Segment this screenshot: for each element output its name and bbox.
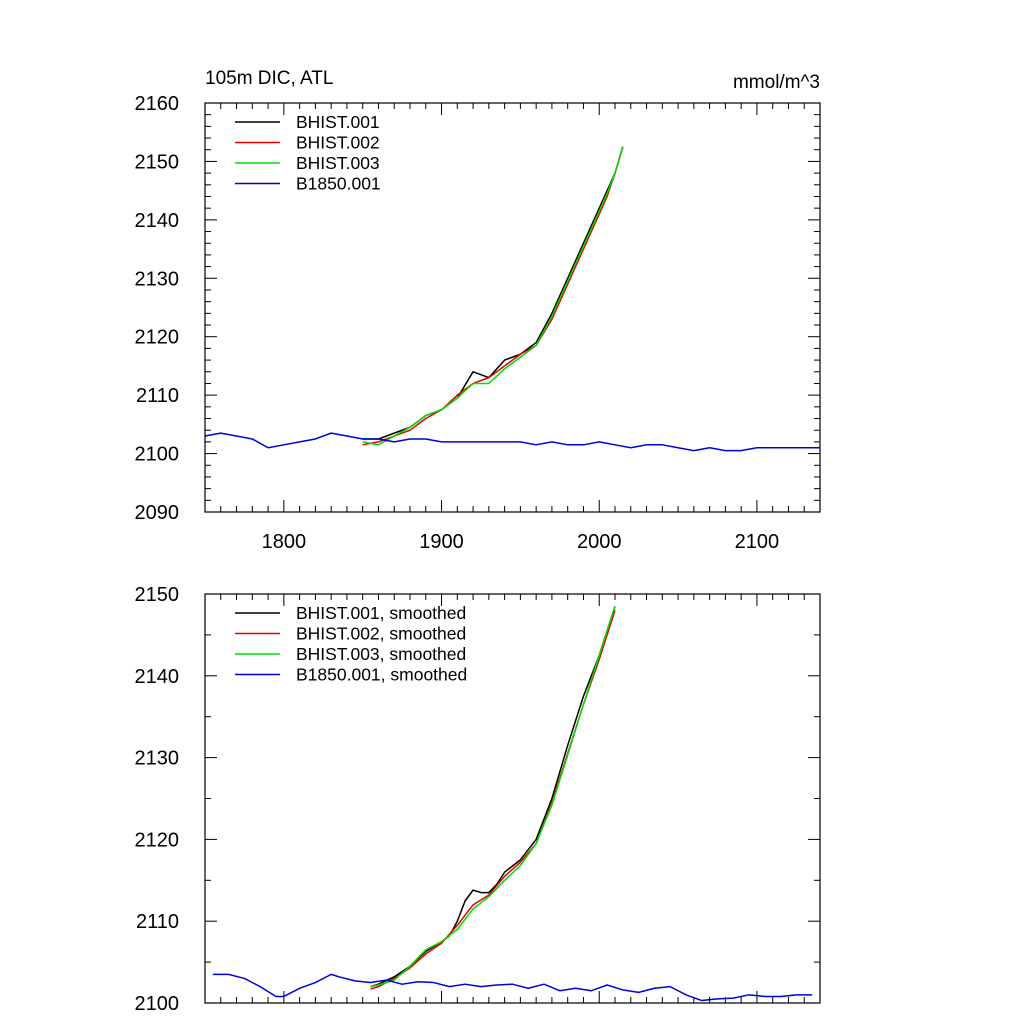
y-tick-label: 2150 <box>135 151 180 173</box>
y-tick-label: 2110 <box>136 911 179 933</box>
legend-label: BHIST.002 <box>296 133 380 153</box>
y-tick-label: 2160 <box>135 93 180 115</box>
legend-label: BHIST.001, smoothed <box>296 603 466 623</box>
y-tick-label: 2100 <box>135 444 180 466</box>
y-tick-label: 2130 <box>135 268 180 290</box>
x-tick-label: 1900 <box>419 531 464 553</box>
y-tick-label: 2120 <box>135 829 180 851</box>
y-tick-label: 2140 <box>135 666 180 688</box>
x-tick-label: 2000 <box>577 531 622 553</box>
y-tick-label: 2100 <box>135 993 180 1015</box>
series-line-b1850-001 <box>204 432 820 452</box>
x-tick-label: 1800 <box>262 531 307 553</box>
y-tick-label: 2150 <box>135 584 180 606</box>
top-panel: 1800 1900 2000 2100 2090 2100 2110 2120 2130 2140… <box>135 93 821 553</box>
series-line-bhist-001 <box>362 146 624 440</box>
x-tick-label: 2100 <box>735 531 780 553</box>
y-tick-label: 2140 <box>135 210 180 232</box>
y-tick-label: 2110 <box>136 385 179 407</box>
legend-label: BHIST.001 <box>296 112 380 132</box>
series-line-bhist-002 <box>362 146 624 446</box>
plot-frame <box>204 102 821 513</box>
series-line-bhist-003 <box>362 146 624 446</box>
legend-label: BHIST.002, smoothed <box>296 624 466 644</box>
legend-label: B1850.001 <box>296 174 381 194</box>
y-tick-label: 2120 <box>135 327 180 349</box>
legend-label: BHIST.003, smoothed <box>296 644 466 664</box>
y-tick-label: 2130 <box>135 748 180 770</box>
legend-label: BHIST.003 <box>296 153 380 173</box>
legend-label: B1850.001, smoothed <box>296 665 467 685</box>
y-tick-label: 2090 <box>135 502 180 524</box>
figure-title: 105m DIC, ATL <box>205 68 333 89</box>
series-line-b1850-001 <box>212 973 813 1002</box>
figure-units: mmol/m^3 <box>733 72 820 93</box>
series-line-bhist-003 <box>370 606 616 988</box>
bottom-panel: 2100 2110 2120 2130 2140 2150 BHIST.001, smoot… <box>135 584 821 1015</box>
